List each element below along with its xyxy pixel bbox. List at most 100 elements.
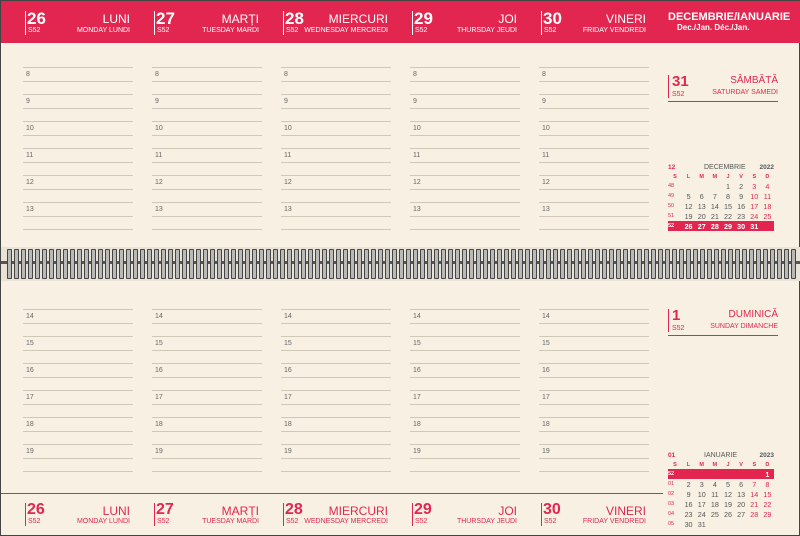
ruled-line (23, 323, 133, 324)
day-footer-2: 28 S52 MIERCURI WEDNESDAY MERCREDI (281, 494, 391, 534)
sunday-subtitle: SUNDAY DIMANCHE (710, 323, 778, 330)
spiral-loop (217, 249, 222, 279)
ruled-line (410, 81, 520, 82)
ruled-line (539, 94, 649, 95)
ruled-line (410, 417, 520, 418)
ruled-line (23, 309, 133, 310)
spiral-loop (252, 249, 257, 279)
ruled-line (281, 404, 391, 405)
calendar-day: 14 (710, 201, 719, 211)
spiral-loop (532, 249, 537, 279)
hour-label: 8 (26, 71, 30, 78)
day-name: MIERCURI (328, 12, 388, 26)
ruled-line (539, 216, 649, 217)
hour-label: 18 (155, 421, 163, 428)
weekday-label: V (739, 462, 743, 468)
week-number: 02 (668, 491, 675, 497)
spiral-loop (343, 249, 348, 279)
spiral-loop (98, 249, 103, 279)
ruled-line (23, 390, 133, 391)
calendar-day (708, 519, 721, 529)
day-subtitle: TUESDAY MARDI (202, 518, 259, 525)
sunday-name: DUMINICĂ (728, 309, 778, 320)
week-label: S52 (415, 518, 428, 525)
spiral-loop (21, 249, 26, 279)
calendar-day (695, 469, 709, 479)
spiral-loop (518, 249, 523, 279)
date-separator (412, 11, 413, 35)
weekday-label: S (752, 174, 757, 180)
day-number: 30 (543, 9, 562, 28)
spiral-loop (595, 249, 600, 279)
ruled-line (410, 458, 520, 459)
hour-label: 17 (413, 394, 421, 401)
calendar-day: 1 (725, 181, 730, 191)
day-number: 29 (414, 501, 432, 518)
spiral-loop (735, 249, 740, 279)
ruled-line (152, 162, 262, 163)
hour-label: 11 (413, 152, 421, 159)
calendar-day: 25 (710, 509, 719, 519)
calendar-day: 28 (708, 221, 722, 231)
ruled-line (23, 458, 133, 459)
bottom-rule (1, 493, 663, 494)
spiral-loop (567, 249, 572, 279)
spiral-loop (672, 249, 677, 279)
hour-label: 11 (542, 152, 550, 159)
spiral-loop (756, 249, 761, 279)
weekday-label: M (712, 462, 718, 468)
ruled-line (539, 377, 649, 378)
ruled-line (410, 148, 520, 149)
spiral-loop (70, 249, 75, 279)
hour-label: 17 (542, 394, 550, 401)
hour-label: 11 (26, 152, 34, 159)
spiral-loop (322, 249, 327, 279)
date-separator (25, 503, 26, 526)
calendar-day: 30 (684, 519, 693, 529)
calendar-day: 5 (725, 479, 730, 489)
hour-label: 12 (542, 179, 550, 186)
spiral-loop (707, 249, 712, 279)
ruled-line (23, 148, 133, 149)
ruled-line (539, 175, 649, 176)
hour-label: 19 (155, 448, 163, 455)
hour-label: 15 (542, 340, 550, 347)
calendar-day: 16 (684, 499, 693, 509)
spiral-loop (700, 249, 705, 279)
date-separator (541, 11, 542, 35)
spiral-loop (329, 249, 334, 279)
ruled-line (281, 458, 391, 459)
hour-label: 18 (26, 421, 34, 428)
date-separator (154, 11, 155, 35)
spiral-loop (630, 249, 635, 279)
ruled-line (152, 309, 262, 310)
spiral-loop (308, 249, 313, 279)
calendar-day: 6 (699, 191, 704, 201)
day-subtitle: FRIDAY VENDREDI (582, 27, 646, 34)
calendar-week-row: 52 26 27 28 29 30 31 (668, 221, 774, 231)
spiral-binding (1, 247, 800, 281)
weekday-label: J (726, 174, 730, 180)
hour-label: 14 (155, 313, 163, 320)
ruled-line (23, 189, 133, 190)
spiral-loop (693, 249, 698, 279)
hour-label: 11 (155, 152, 163, 159)
ruled-line (539, 148, 649, 149)
day-name: JOI (498, 504, 517, 518)
calendar-day: 16 (737, 201, 746, 211)
calendar-day: 21 (750, 499, 759, 509)
ruled-line (281, 94, 391, 95)
ruled-line (152, 323, 262, 324)
hour-label: 15 (413, 340, 421, 347)
ruled-line (152, 121, 262, 122)
spiral-loop (7, 249, 12, 279)
ruled-line (23, 94, 133, 95)
week-label: S52 (544, 518, 557, 525)
day-footer-1: 27 S52 MARȚI TUESDAY MARDI (152, 494, 262, 534)
calendar-week-row: 04 23 24 25 26 27 28 29 (668, 509, 774, 519)
ruled-line (281, 108, 391, 109)
hour-label: 15 (284, 340, 292, 347)
ruled-line (152, 390, 262, 391)
calendar-day: 31 (747, 221, 761, 231)
calendar-week-row: 50 12 13 14 15 16 17 18 (668, 201, 774, 211)
